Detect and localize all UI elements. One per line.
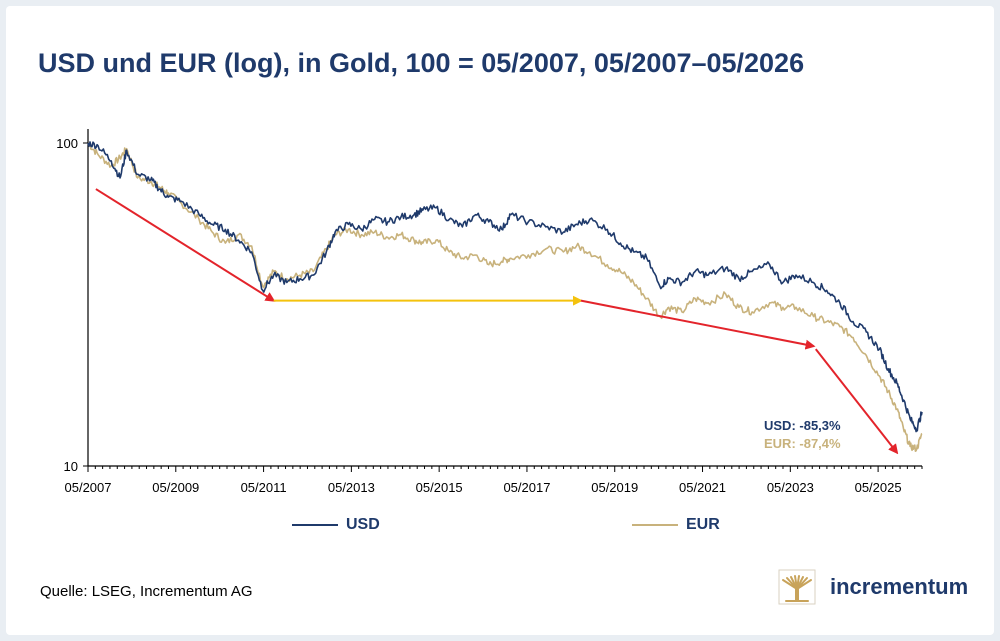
legend-usd: USD bbox=[292, 516, 380, 534]
legend-eur-label: EUR bbox=[686, 516, 720, 533]
chart-series bbox=[87, 141, 923, 453]
x-tick-label: 05/2021 bbox=[679, 480, 726, 495]
x-tick-label: 05/2025 bbox=[855, 480, 902, 495]
series-line-eur bbox=[87, 142, 923, 453]
eur-annotation: EUR: -87,4% bbox=[764, 436, 841, 451]
trend-arrows bbox=[95, 188, 899, 455]
x-tick-label: 05/2009 bbox=[152, 480, 199, 495]
annotations: USD: -85,3% EUR: -87,4% bbox=[764, 418, 841, 451]
trend-arrow-3 bbox=[580, 299, 816, 350]
x-tick-label: 05/2019 bbox=[591, 480, 638, 495]
chart-card bbox=[6, 6, 994, 635]
legend-eur-swatch bbox=[632, 524, 678, 526]
incrementum-logo: incrementum bbox=[778, 569, 968, 605]
trend-arrow-4 bbox=[814, 348, 899, 455]
series-line-usd bbox=[87, 141, 923, 433]
x-tick-label: 05/2017 bbox=[503, 480, 550, 495]
tree-branch bbox=[796, 579, 812, 590]
y-tick-label: 100 bbox=[56, 136, 78, 151]
logo-text: incrementum bbox=[830, 574, 969, 599]
source-note: Quelle: LSEG, Incrementum AG bbox=[40, 583, 253, 600]
legend-usd-label: USD bbox=[346, 516, 380, 533]
tree-logo-icon bbox=[778, 569, 816, 605]
chart-title: USD und EUR (log), in Gold, 100 = 05/200… bbox=[38, 48, 805, 78]
x-tick-label: 05/2023 bbox=[767, 480, 814, 495]
x-tick-label: 05/2015 bbox=[416, 480, 463, 495]
legend-usd-swatch bbox=[292, 524, 338, 526]
x-tick-label: 05/2013 bbox=[328, 480, 375, 495]
chart-axes: 100 10 05/2007 05/2009 05/2011 05/2013 05/2015… bbox=[56, 129, 923, 495]
tree-trunk bbox=[795, 585, 799, 601]
x-tick-label: 05/2007 bbox=[65, 480, 112, 495]
trend-arrow-1 bbox=[95, 188, 276, 302]
y-tick-label: 10 bbox=[64, 459, 78, 474]
x-tick-label: 05/2011 bbox=[241, 480, 287, 495]
legend-eur: EUR bbox=[632, 516, 720, 534]
usd-annotation: USD: -85,3% bbox=[764, 418, 841, 433]
